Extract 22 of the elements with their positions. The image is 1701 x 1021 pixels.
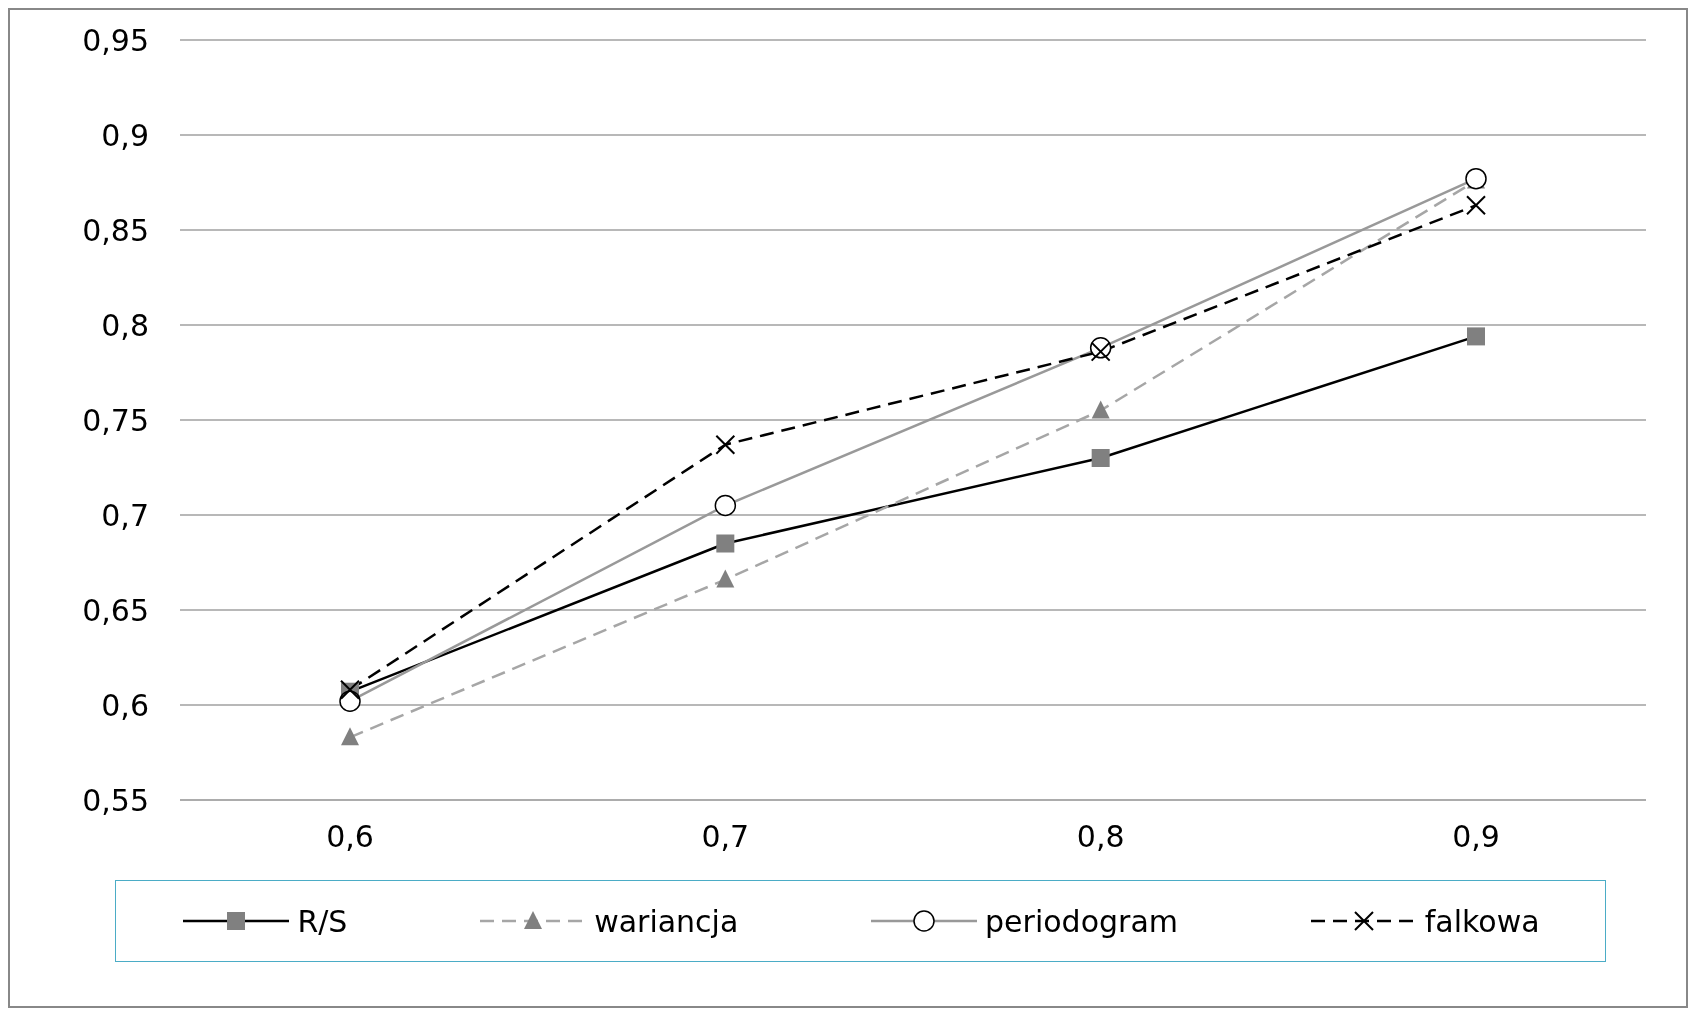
- point: [1466, 195, 1486, 216]
- point: [715, 434, 736, 455]
- point: [716, 569, 735, 588]
- y-tick-label: 0,85: [82, 212, 149, 248]
- point: [1091, 400, 1110, 419]
- x-tick-label: 0,7: [701, 819, 750, 855]
- y-tick-label: 0,95: [82, 22, 149, 58]
- y-tick-label: 0,55: [82, 782, 149, 818]
- y-tick-label: 0,65: [82, 592, 149, 628]
- y-tick-label: 0,7: [101, 497, 149, 533]
- legend-label: falkowa: [1424, 903, 1540, 939]
- legend-label: periodogram: [985, 903, 1178, 939]
- y-tick-label: 0,6: [101, 687, 149, 723]
- x-tick-label: 0,8: [1076, 819, 1125, 855]
- x-tick-label: 0,6: [326, 819, 374, 855]
- legend-label: wariancja: [594, 903, 739, 939]
- y-tick-label: 0,75: [82, 402, 149, 438]
- x-tick-label: 0,9: [1452, 819, 1500, 855]
- y-tick-label: 0,8: [101, 307, 149, 343]
- y-tick-label: 0,9: [101, 117, 149, 153]
- point: [341, 727, 359, 746]
- legend-label: R/S: [297, 903, 348, 939]
